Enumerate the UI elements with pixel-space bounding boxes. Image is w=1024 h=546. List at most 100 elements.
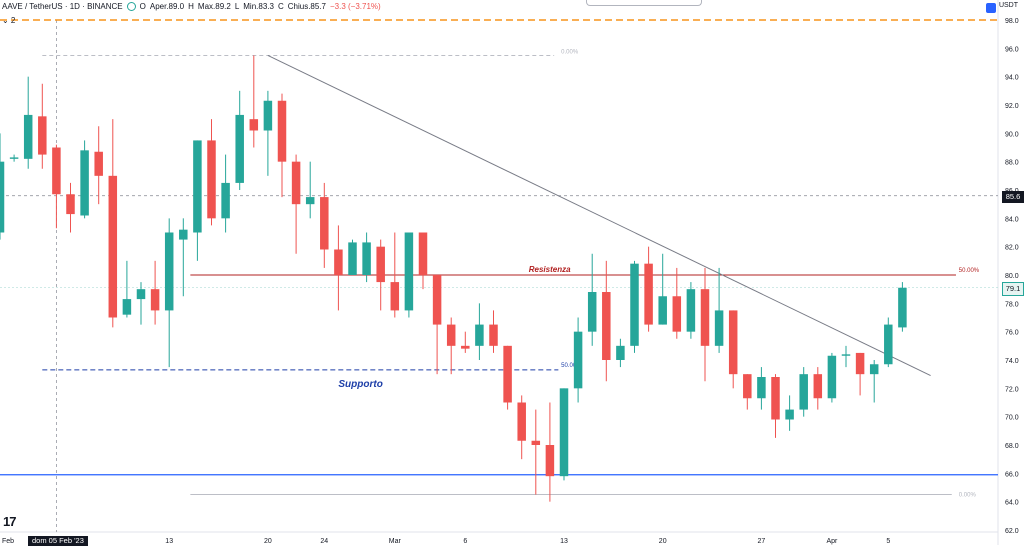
low-label: L [234,2,240,11]
candle-body [686,289,696,332]
candle-body [376,246,385,283]
high-value: Max.89.2 [197,2,231,11]
change-value: −3.3 (−3.71%) [329,2,381,11]
candle-body [559,388,569,477]
candle-body [475,324,484,346]
y-tick-label: 90.0 [1005,131,1019,138]
candle-body [235,114,244,183]
y-tick-label: 72.0 [1005,386,1019,393]
candle-body [616,345,625,360]
x-tick-label: 13 [560,538,568,545]
fib-bottom-label: 0.00% [959,493,977,499]
y-tick-label: 92.0 [1005,103,1019,110]
candle-body [855,352,865,375]
y-tick-label: 84.0 [1005,216,1019,223]
candle-body [334,249,343,275]
resistance-pct-label: 50.00% [959,268,980,274]
candle-body [80,150,89,216]
candle-body [785,409,794,420]
symbol-header: AAVE / TetherUS · 1D · BINANCE O Aper.89… [2,2,381,11]
candle-body [531,440,541,445]
y-tick-label: 94.0 [1005,75,1019,82]
tradingview-logo[interactable]: 17 [3,514,17,529]
y-tick-label: 70.0 [1005,415,1019,422]
candle-body [573,331,583,389]
candle-body [362,242,371,275]
candle-body [291,161,301,205]
open-value: Aper.89.0 [149,2,185,11]
y-tick-label: 88.0 [1005,160,1019,167]
close-value: Chius.85.7 [287,2,326,11]
object-tree-icon[interactable] [986,3,996,13]
trendline [267,54,931,377]
candle-body [700,289,710,346]
candle-body [587,292,597,332]
candle-body [658,296,667,325]
x-tick-label: Apr [826,538,838,545]
y-tick-label: 68.0 [1005,443,1019,450]
candle-body [52,147,61,195]
candle-body [503,345,512,403]
candle-body [461,345,470,349]
level-price-tag: 79.1 [1002,282,1024,296]
candle-body [841,354,851,356]
candle-body [827,355,837,399]
candle-body [432,275,442,325]
x-tick-label: Mar [389,538,402,545]
symbol-title[interactable]: AAVE / TetherUS · 1D · BINANCE [2,2,123,11]
candle-body [644,263,653,325]
current-price-tag: 85.6 [1002,191,1024,203]
candle-body [743,374,752,399]
candle-body [207,140,216,219]
candle-body [489,324,498,346]
candle-body [884,324,893,365]
support-label: Supporto [338,379,382,390]
top-toolbar-tab[interactable] [586,0,702,6]
candle-body [672,296,682,332]
candle-body [150,289,160,311]
candle-body [799,374,808,410]
x-tick-label: 20 [264,538,272,545]
candle-body [94,151,103,176]
candle-body [249,119,259,131]
candle-body [164,232,174,311]
candle-body [108,175,118,318]
candle-body [602,292,611,360]
y-tick-label: 74.0 [1005,358,1019,365]
x-tick-label: Feb [2,538,14,545]
y-tick-label: 80.0 [1005,273,1019,280]
open-label: O [139,2,146,11]
candle-body [714,310,724,346]
candle-body [122,299,132,315]
candle-body [728,310,738,375]
indicator-collapse-toggle[interactable]: ⌄ 2 [2,16,16,25]
candle-body [23,114,33,159]
candle-body [813,374,823,399]
support-pct-label: 50.00% [561,363,582,369]
x-tick-label: 5 [886,538,890,545]
candle-body [305,197,315,205]
y-tick-label: 98.0 [1005,18,1019,25]
candle-body [404,232,414,311]
close-label: C [277,2,284,11]
candle-body [179,229,188,240]
candle-body [221,182,230,219]
candle-body [38,116,47,155]
currency-label[interactable]: USDT [998,2,1018,9]
high-label: H [188,2,194,11]
y-tick-label: 96.0 [1005,46,1019,53]
y-tick-label: 64.0 [1005,500,1019,507]
candle-body [418,232,428,275]
candle-body [0,161,5,233]
y-tick-label: 76.0 [1005,330,1019,337]
crosshair-date-tag: dom 05 Feb '23 [28,536,88,546]
candle-body [193,140,202,233]
candle-body [545,445,555,477]
candle-body [898,287,907,328]
candle-body [757,377,766,399]
fib-top-label: 0.00% [561,49,579,55]
resistance-label: Resistenza [529,265,571,274]
y-tick-label: 66.0 [1005,471,1019,478]
candle-body [263,100,273,131]
